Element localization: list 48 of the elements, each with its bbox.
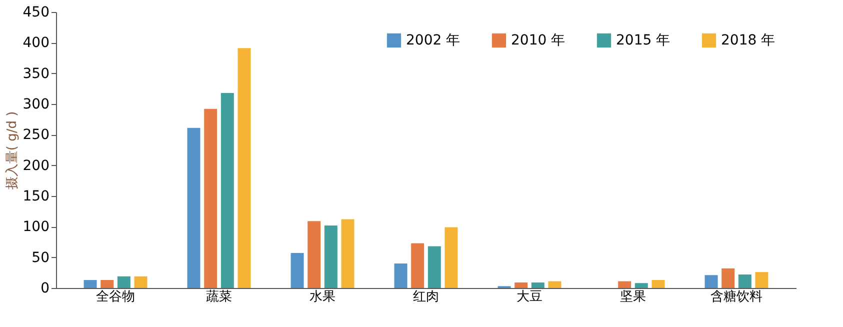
legend-label: 2018 年 bbox=[721, 32, 776, 48]
bar bbox=[514, 282, 528, 288]
x-tick-label: 大豆 bbox=[516, 290, 542, 304]
bar bbox=[618, 281, 632, 288]
bar bbox=[428, 246, 441, 288]
bar bbox=[738, 274, 752, 288]
bar bbox=[204, 108, 218, 288]
y-tick-label: 450 bbox=[22, 4, 50, 20]
bar bbox=[238, 48, 251, 288]
x-tick-label: 蔬菜 bbox=[206, 290, 232, 304]
bar bbox=[411, 243, 424, 288]
bar bbox=[290, 253, 304, 288]
y-tick-label: 100 bbox=[22, 219, 50, 236]
bar bbox=[548, 281, 562, 288]
y-tick-label: 150 bbox=[22, 188, 50, 204]
y-axis-title: 摄入量( g/d ) bbox=[4, 111, 20, 190]
y-tick-label: 300 bbox=[22, 96, 50, 112]
x-tick-label: 水果 bbox=[310, 290, 336, 304]
y-tick-label: 250 bbox=[22, 127, 50, 144]
bar bbox=[324, 225, 338, 288]
legend-label: 2002 年 bbox=[406, 32, 460, 48]
bar bbox=[704, 275, 718, 288]
legend-label: 2010 年 bbox=[511, 32, 566, 48]
bar bbox=[444, 227, 458, 288]
y-tick-label: 200 bbox=[22, 158, 50, 174]
y-tick-label: 50 bbox=[32, 250, 50, 266]
bar bbox=[341, 219, 354, 288]
y-tick-label: 400 bbox=[22, 35, 50, 52]
bar bbox=[308, 221, 321, 288]
y-tick-label: 350 bbox=[22, 66, 50, 82]
bar bbox=[117, 276, 130, 288]
y-tick-label: 0 bbox=[40, 280, 50, 296]
bar bbox=[187, 128, 200, 288]
bar bbox=[134, 276, 148, 288]
bar bbox=[755, 272, 768, 288]
bar bbox=[100, 280, 114, 288]
x-tick-label: 坚果 bbox=[620, 290, 646, 304]
legend-label: 2015 年 bbox=[616, 32, 670, 48]
bar bbox=[722, 268, 735, 288]
x-tick-label: 全谷物 bbox=[96, 290, 136, 304]
bar bbox=[634, 283, 648, 288]
bar bbox=[652, 280, 665, 288]
x-tick-label: 含糖饮料 bbox=[710, 290, 762, 304]
bar bbox=[220, 92, 234, 288]
x-tick-label: 红肉 bbox=[413, 290, 439, 304]
bar bbox=[84, 280, 97, 288]
bar bbox=[394, 263, 408, 288]
bar bbox=[531, 282, 544, 288]
